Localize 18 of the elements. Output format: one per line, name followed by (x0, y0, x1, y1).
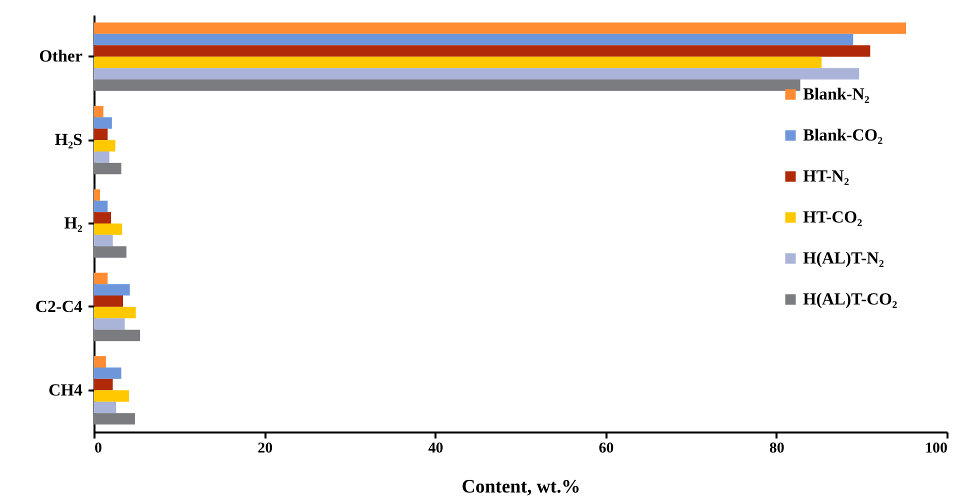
x-tick-label: 20 (258, 440, 273, 456)
legend-label: HT-CO₂ (803, 208, 862, 226)
legend-label: Blank-N₂ (803, 84, 870, 104)
legend-label: H(AL)T-CO₂ (803, 290, 898, 308)
legend-label: HT-N₂ (803, 166, 850, 186)
x-tick-label: 100 (925, 440, 948, 456)
y-tick-label: Other (39, 46, 83, 66)
x-tick-label: 0 (94, 440, 102, 456)
x-tick-label: 80 (769, 440, 784, 456)
y-tick-label: H₂ (64, 214, 82, 232)
y-tick-label: H₂S (54, 130, 82, 150)
legend-label: Blank-CO₂ (803, 126, 883, 144)
x-axis-title: Content, wt.% (462, 476, 580, 498)
x-tick-label: 40 (428, 440, 444, 456)
legend-label: H(AL)T-N₂ (803, 248, 884, 268)
y-tick-label: C2-C4 (35, 296, 83, 316)
y-tick-label: CH4 (48, 380, 83, 400)
x-tick-label: 60 (598, 440, 614, 456)
